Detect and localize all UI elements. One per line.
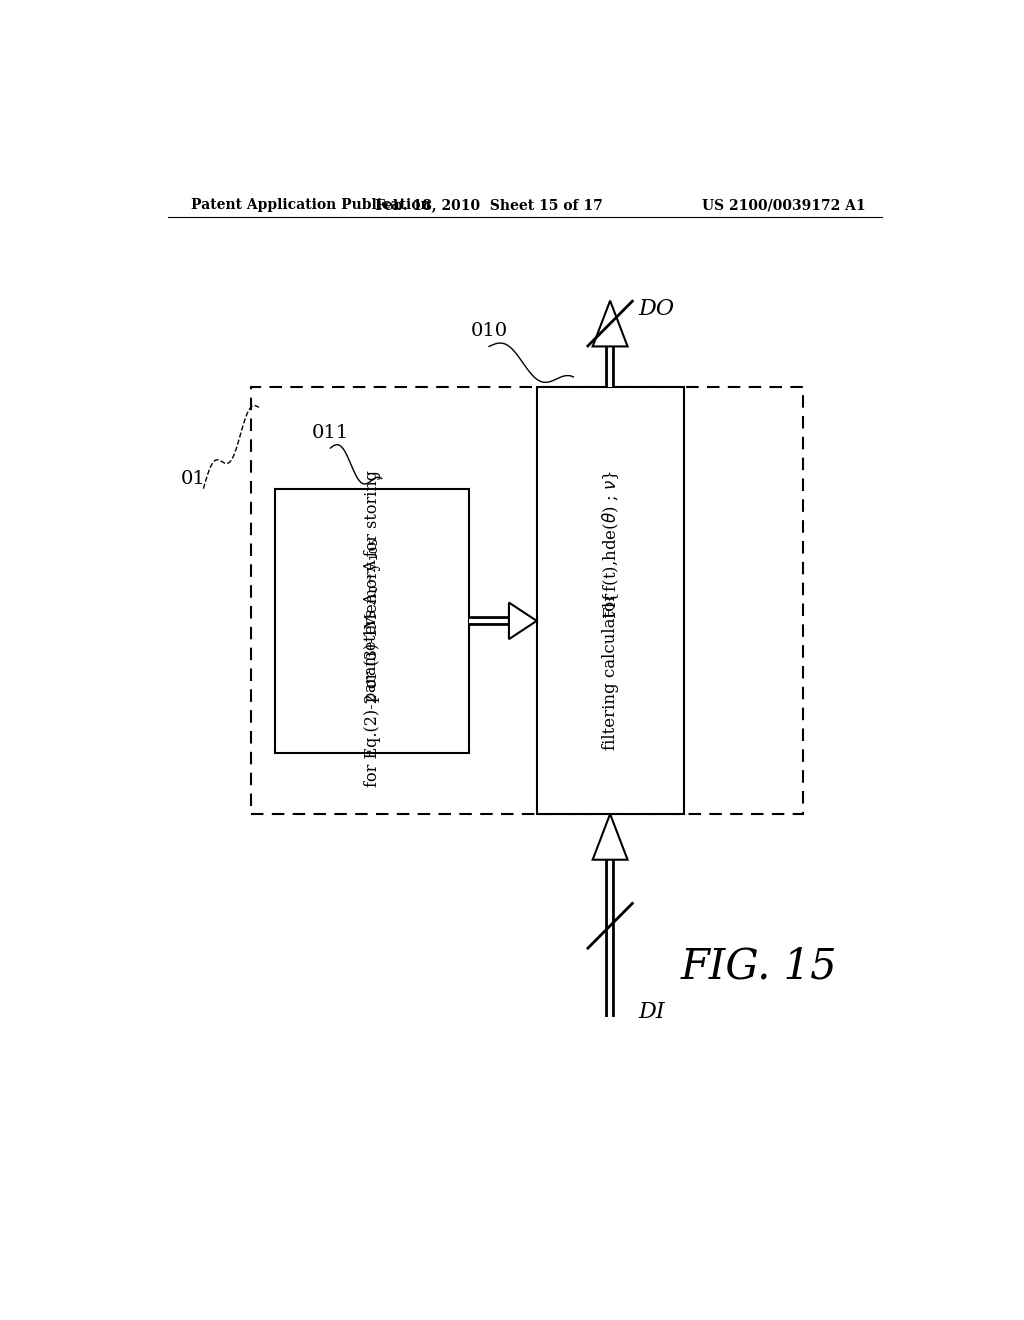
Text: filtering calculator: filtering calculator [602, 593, 618, 750]
Text: US 2100/0039172 A1: US 2100/0039172 A1 [702, 198, 866, 213]
Bar [251, 387, 803, 814]
Text: Patent Application Publication: Patent Application Publication [191, 198, 431, 213]
Text: FIG. 15: FIG. 15 [681, 945, 838, 987]
Bar [274, 488, 469, 752]
Text: DI: DI [638, 1001, 665, 1023]
Polygon shape [593, 814, 628, 859]
Bar [537, 387, 683, 814]
Text: for Eq.(2)-2 or (3)-1: for Eq.(2)-2 or (3)-1 [364, 627, 381, 787]
Polygon shape [593, 301, 628, 346]
Text: DO: DO [638, 298, 674, 319]
Text: 010: 010 [470, 322, 508, 341]
Text: 011: 011 [311, 424, 349, 442]
Polygon shape [509, 602, 537, 639]
Text: parameters A$_0$~A$_{105}$: parameters A$_0$~A$_{105}$ [362, 539, 382, 704]
Text: Fl{f(t),hde($\theta$) ; $\nu$}: Fl{f(t),hde($\theta$) ; $\nu$} [600, 470, 621, 619]
Text: Feb. 18, 2010  Sheet 15 of 17: Feb. 18, 2010 Sheet 15 of 17 [375, 198, 603, 213]
Text: Memory for storing: Memory for storing [364, 470, 381, 630]
Text: 01: 01 [180, 470, 206, 487]
